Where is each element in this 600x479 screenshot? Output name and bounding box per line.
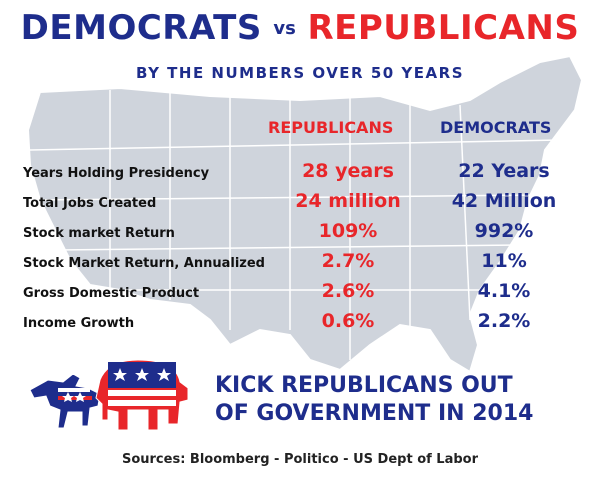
- slogan-line-1: KICK REPUBLICANS OUT: [215, 373, 513, 398]
- democrat-value: 2.2%: [477, 310, 531, 332]
- row-label: Stock market Return: [23, 226, 175, 241]
- republican-value: 0.6%: [321, 310, 375, 332]
- table-row: Income Growth 0.6% 2.2%: [0, 308, 600, 338]
- column-header-democrats: DEMOCRATS: [440, 118, 552, 137]
- slogan: KICK REPUBLICANS OUT OF GOVERNMENT IN 20…: [215, 372, 575, 428]
- subtitle: BY THE NUMBERS OVER 50 YEARS: [135, 64, 464, 82]
- democrat-value: 992%: [474, 220, 534, 242]
- democrat-value: 42 Million: [451, 190, 557, 212]
- sources-text: Sources: Bloomberg - Politico - US Dept …: [121, 452, 479, 467]
- democrat-value: 11%: [481, 250, 527, 272]
- party-logos: [29, 359, 189, 431]
- elephant-icon: [95, 359, 189, 431]
- democrat-value: 4.1%: [477, 280, 531, 302]
- donkey-icon: [29, 373, 101, 429]
- title-vs: vs: [273, 17, 296, 39]
- row-label: Total Jobs Created: [23, 196, 157, 211]
- democrat-value: 22 Years: [458, 160, 550, 182]
- row-label: Gross Domestic Product: [23, 286, 200, 301]
- column-header-republicans: REPUBLICANS: [268, 118, 394, 137]
- row-label: Stock Market Return, Annualized: [23, 256, 265, 271]
- republican-value: 2.7%: [321, 250, 375, 272]
- us-map-outline: [26, 54, 584, 374]
- header-title: DEMOCRATS vs REPUBLICANS: [0, 8, 600, 58]
- table-row: Stock market Return 109% 992%: [0, 218, 600, 248]
- table-row: Stock Market Return, Annualized 2.7% 11%: [0, 248, 600, 278]
- state-borders: [29, 90, 561, 360]
- republican-value: 24 million: [295, 190, 401, 212]
- republican-value: 28 years: [302, 160, 394, 182]
- slogan-line-2: OF GOVERNMENT IN 2014: [215, 401, 534, 426]
- republican-value: 109%: [318, 220, 378, 242]
- republican-value: 2.6%: [321, 280, 375, 302]
- title-republicans: REPUBLICANS: [307, 8, 580, 48]
- table-row: Years Holding Presidency 28 years 22 Yea…: [0, 158, 600, 188]
- row-label: Years Holding Presidency: [23, 166, 210, 181]
- title-democrats: DEMOCRATS: [20, 8, 262, 48]
- row-label: Income Growth: [23, 316, 135, 331]
- table-row: Gross Domestic Product 2.6% 4.1%: [0, 278, 600, 308]
- table-row: Total Jobs Created 24 million 42 Million: [0, 188, 600, 218]
